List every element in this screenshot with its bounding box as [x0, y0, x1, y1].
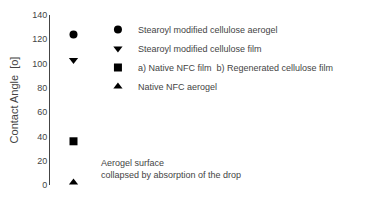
svg-text:a) Native NFC film b) Regener: a) Native NFC film b) Regenerated cellul… — [138, 63, 333, 73]
svg-text:Native NFC aerogel: Native NFC aerogel — [138, 82, 217, 92]
svg-text:0: 0 — [42, 180, 47, 190]
svg-text:Stearoyl modified cellulose ae: Stearoyl modified cellulose aerogel — [138, 25, 278, 35]
svg-text:20: 20 — [37, 156, 47, 166]
svg-text:Contact Angle [o]: Contact Angle [o] — [8, 57, 20, 144]
svg-text:140: 140 — [32, 10, 47, 20]
svg-text:Aerogel surfacecollapsed by ab: Aerogel surfacecollapsed by absorption o… — [101, 158, 241, 180]
svg-text:40: 40 — [37, 132, 47, 142]
svg-text:100: 100 — [32, 59, 47, 69]
svg-text:120: 120 — [32, 34, 47, 44]
svg-text:Stearoyl modified cellulose fi: Stearoyl modified cellulose film — [138, 44, 262, 54]
svg-text:80: 80 — [37, 83, 47, 93]
svg-text:60: 60 — [37, 107, 47, 117]
